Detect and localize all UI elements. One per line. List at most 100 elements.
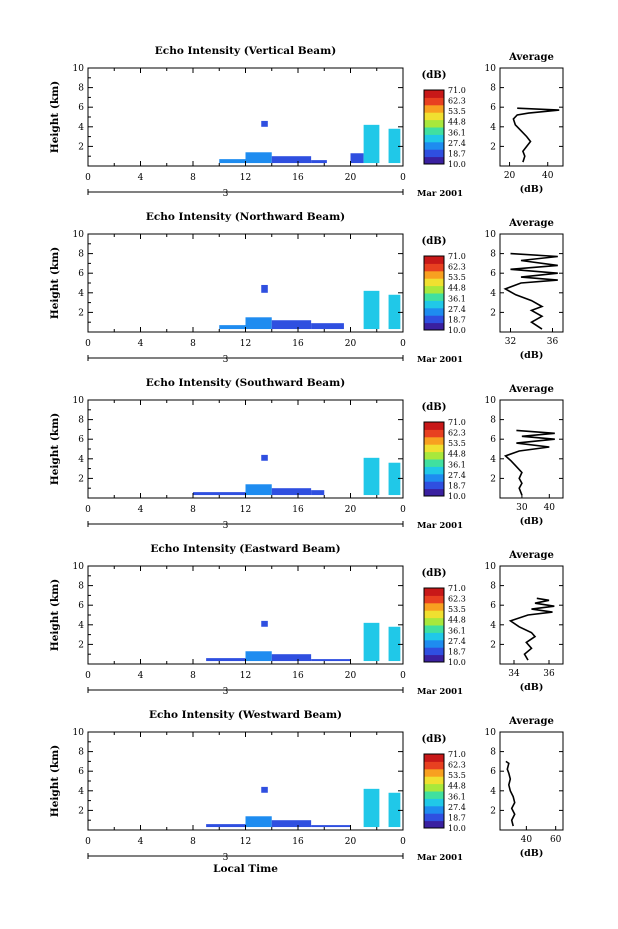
colorbar-tick-label: 36.1 [448,460,466,469]
colorbar-swatch [424,625,444,633]
colorbar-tick-label: 27.4 [448,637,466,646]
y-tick-label: 10 [73,230,85,240]
profile-y-tick-label: 8 [490,250,496,260]
profile-y-tick-label: 10 [485,396,497,406]
colorbar-tick-label: 53.5 [448,273,466,282]
day-label: 3 [223,853,229,863]
colorbar-tick-label: 53.5 [448,439,466,448]
colorbar-swatch [424,90,444,98]
x-tick-label: 16 [292,671,304,681]
echo-region [206,824,246,828]
colorbar-swatch [424,429,444,438]
echo-region [388,626,401,662]
y-axis-label: Height (km) [49,413,61,485]
colorbar-tick-label: 62.3 [448,761,466,770]
echo-region [206,658,246,662]
profile-y-tick-label: 4 [490,787,496,797]
y-tick-label: 8 [78,250,84,260]
colorbar-tick-label: 10.0 [448,824,466,833]
colorbar-tick-label: 36.1 [448,792,466,801]
profile-y-tick-label: 6 [490,435,496,445]
colorbar-swatch [424,617,444,626]
plot-frame [87,731,404,831]
profile-y-tick-label: 6 [490,767,496,777]
date-label: Mar 2001 [417,189,463,199]
panel-2: Echo Intensity (Northward Beam) 2 4 6 8 10 Hei… [49,211,564,365]
y-tick-label: 10 [73,396,85,406]
echo-region [363,457,380,496]
colorbar-frame [423,421,445,497]
colorbar-swatch [424,820,444,829]
y-tick-label: 8 [78,416,84,426]
x-tick-label: 12 [240,339,251,349]
y-axis-label: Height (km) [49,745,61,817]
echo-region [271,654,312,662]
profile-x-label: (dB) [520,848,544,859]
colorbar-tick-label: 36.1 [448,294,466,303]
profile-frame [499,731,564,831]
x-tick-label: 0 [85,837,91,847]
x-tick-label: 0 [400,505,406,515]
colorbar-swatch [424,444,444,453]
profile-line [505,760,516,827]
echo-region [388,128,401,164]
panel-title: Echo Intensity (Southward Beam) [146,377,345,389]
colorbar-swatch [424,134,444,143]
colorbar-swatch [424,654,444,663]
colorbar-tick-label: 10.0 [448,326,466,335]
colorbar-swatch [424,632,444,641]
day-label: 3 [223,355,229,365]
x-tick-label: 4 [138,505,144,515]
y-tick-label: 2 [78,640,84,650]
profile-x-label: (dB) [520,350,544,361]
colorbar-tick-label: 18.7 [448,481,466,490]
colorbar-tick-label: 44.8 [448,118,466,127]
colorbar-swatch [424,768,444,777]
day-label: 3 [223,687,229,697]
colorbar-tick-label: 18.7 [448,149,466,158]
colorbar-unit: (dB) [422,236,447,247]
x-tick-label: 20 [345,505,357,515]
colorbar-tick-label: 10.0 [448,160,466,169]
profile-title: Average [508,52,554,63]
date-label: Mar 2001 [417,521,463,531]
colorbar-tick-label: 44.8 [448,450,466,459]
echo-region [261,786,268,793]
profile-x-tick-label: 20 [504,171,516,181]
colorbar-swatch [424,263,444,272]
y-tick-label: 10 [73,562,85,572]
y-tick-label: 8 [78,582,84,592]
profile-x-tick-label: 40 [521,835,533,845]
panel-title: Echo Intensity (Northward Beam) [146,211,345,223]
x-tick-label: 0 [400,173,406,183]
colorbar-swatch [424,422,444,430]
echo-region [245,484,272,496]
profile-x-label: (dB) [520,682,544,693]
colorbar-swatch [424,776,444,785]
panel-3: Echo Intensity (Southward Beam) 2 4 6 8 10 Hei… [49,377,564,531]
x-tick-label: 4 [138,671,144,681]
colorbar-swatch [424,761,444,770]
profile-y-tick-label: 2 [490,142,496,152]
panel-4: Echo Intensity (Eastward Beam) 2 4 6 8 10 Heig… [49,543,564,697]
profile-x-tick-label: 32 [505,337,516,347]
colorbar-tick-label: 62.3 [448,429,466,438]
echo-region [261,620,268,627]
x-tick-label: 0 [85,671,91,681]
profile-frame [499,67,564,167]
profile-line [503,252,558,330]
colorbar-tick-label: 53.5 [448,107,466,116]
echo-region [363,124,380,164]
echo-region [261,284,268,293]
x-tick-label: 0 [85,173,91,183]
y-tick-label: 2 [78,474,84,484]
profile-x-tick-label: 40 [542,171,554,181]
panel-title: Echo Intensity (Westward Beam) [149,709,342,721]
x-tick-label: 20 [345,671,357,681]
profile-x-tick-label: 30 [516,503,528,513]
colorbar-swatch [424,307,444,316]
x-tick-label: 8 [190,837,196,847]
x-tick-label: 0 [85,339,91,349]
y-tick-label: 6 [78,601,84,611]
colorbar-swatch [424,97,444,106]
